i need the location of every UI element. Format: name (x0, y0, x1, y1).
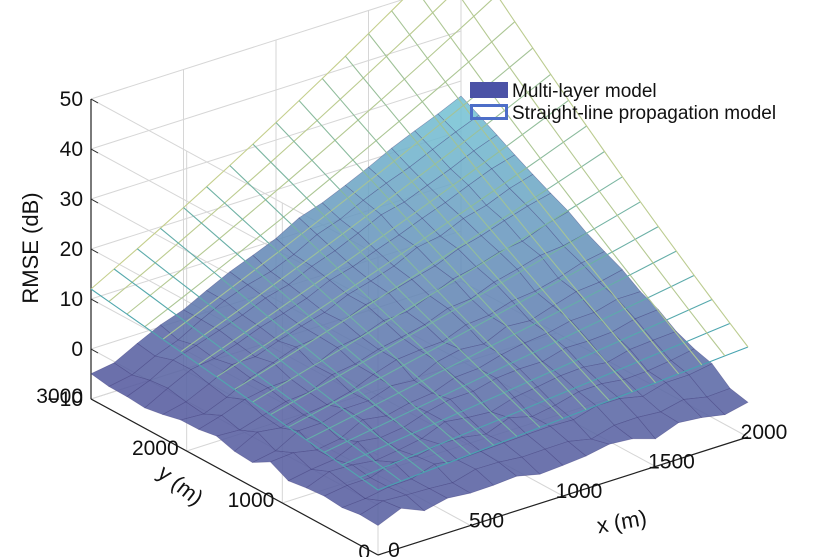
straight-line-mesh-col (461, 0, 726, 357)
z-tick-label: 20 (60, 238, 83, 261)
straight-line-mesh-col (321, 78, 610, 401)
straight-line-mesh-col (391, 10, 680, 375)
straight-line-mesh-col (183, 207, 471, 455)
straight-line-mesh-col (229, 165, 518, 437)
x-tick-label: 1000 (556, 480, 603, 503)
back-wall-grid-z (90, 0, 404, 100)
surfaces (90, 0, 749, 526)
z-tick-mark (90, 298, 99, 304)
straight-line-mesh-col (206, 186, 494, 446)
x-tick-label: 0 (388, 539, 400, 557)
y-tick-label: 2000 (132, 437, 179, 460)
straight-line-mesh-col (252, 143, 541, 428)
y-tick-label: 0 (358, 541, 370, 557)
z-tick-label: −10 (47, 388, 83, 411)
multi-layer-surface-patch (491, 154, 534, 189)
z-tick-label: 40 (60, 138, 83, 161)
z-tick-mark (90, 198, 99, 204)
straight-line-mesh-col (499, 0, 749, 348)
tick-labels: −100102030405005001000150020000100020003… (36, 88, 787, 557)
straight-line-mesh-col (90, 288, 379, 491)
straight-line-mesh-col (344, 55, 633, 393)
z-tick-mark (90, 148, 99, 154)
back-wall-grid-z (90, 30, 462, 150)
straight-line-mesh-col (422, 0, 703, 366)
x-tick-label: 1500 (648, 451, 695, 474)
straight-line-mesh-col (160, 227, 448, 464)
z-tick-label: 50 (60, 88, 83, 111)
multi-layer-surface-patch (706, 388, 749, 416)
z-tick-mark (90, 398, 99, 404)
z-axis-label: RMSE (dB) (18, 192, 43, 303)
straight-line-mesh-col (113, 268, 402, 482)
straight-line-mesh-col (136, 248, 425, 473)
legend: Multi-layer model Straight-line propagat… (470, 81, 776, 124)
straight-line-mesh-col (298, 100, 587, 410)
axis-line (377, 436, 749, 556)
legend-label-straight-line: Straight-line propagation model (512, 103, 776, 124)
x-axis-label: x (m) (595, 505, 649, 538)
z-tick-label: 10 (60, 288, 83, 311)
back-wall-grid-z (90, 80, 462, 200)
z-tick-label: 0 (71, 338, 83, 361)
z-tick-mark (90, 348, 99, 354)
axis-line (90, 398, 379, 556)
legend-swatch-straight-line (470, 104, 508, 120)
y-tick-label: 1000 (228, 489, 275, 512)
y-tick-label: 3000 (36, 385, 83, 408)
x-tick-label: 500 (469, 510, 504, 533)
multi-layer-surface-patch (437, 95, 480, 133)
multi-layer-surface-patch (580, 251, 623, 283)
straight-line-mesh-col (275, 122, 564, 419)
z-tick-mark (90, 248, 99, 254)
z-tick-mark (90, 98, 99, 104)
y-axis-label: y (m) (153, 460, 208, 511)
legend-swatch-multi-layer (470, 82, 508, 98)
x-tick-label: 2000 (741, 421, 788, 444)
legend-label-multi-layer: Multi-layer model (512, 81, 657, 102)
straight-line-mesh-col (368, 33, 656, 384)
z-tick-label: 30 (60, 188, 83, 211)
